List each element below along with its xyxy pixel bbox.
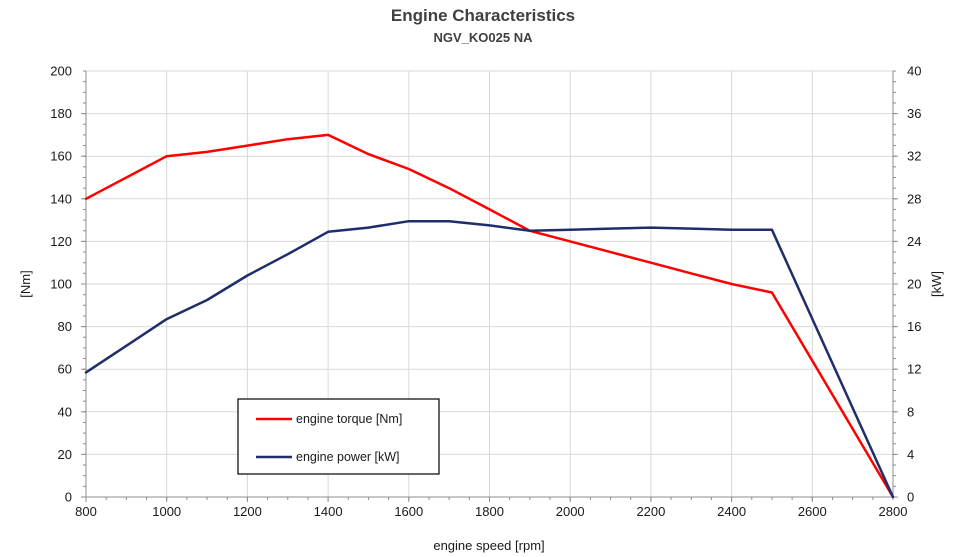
y-tick-label-left-0: 0 bbox=[65, 490, 72, 505]
y-tick-label-right-4: 4 bbox=[907, 447, 914, 462]
x-tick-label-1600: 1600 bbox=[394, 504, 423, 519]
x-tick-label-1000: 1000 bbox=[152, 504, 181, 519]
x-tick-label-2400: 2400 bbox=[717, 504, 746, 519]
series-layer bbox=[84, 133, 895, 499]
x-tick-label-2000: 2000 bbox=[556, 504, 585, 519]
x-tick-label-2200: 2200 bbox=[636, 504, 665, 519]
series-line-engine-power bbox=[84, 219, 895, 499]
legend: engine torque [Nm] engine power [kW] bbox=[237, 398, 440, 475]
series-line-engine-torque bbox=[84, 133, 895, 499]
y-tick-label-right-0: 0 bbox=[907, 490, 914, 505]
y-tick-label-right-12: 12 bbox=[907, 362, 921, 377]
y-axis-label-right: [kW] bbox=[929, 271, 944, 297]
y-tick-label-left-180: 180 bbox=[50, 106, 72, 121]
y-axis-label-left: [Nm] bbox=[18, 270, 33, 297]
y-tick-label-left-60: 60 bbox=[58, 362, 72, 377]
tick-labels: 800 1000 1200 1400 1600 1800 2000 2200 2400 2600 2… bbox=[50, 64, 921, 520]
x-tick-label-1200: 1200 bbox=[233, 504, 262, 519]
plot-frame bbox=[81, 70, 898, 502]
chart-subtitle: NGV_KO025 NA bbox=[434, 30, 534, 45]
legend-label-torque: engine torque [Nm] bbox=[296, 412, 402, 426]
y-tick-label-right-8: 8 bbox=[907, 404, 914, 419]
y-tick-label-left-80: 80 bbox=[58, 319, 72, 334]
y-tick-label-left-140: 140 bbox=[50, 191, 72, 206]
x-axis-label: engine speed [rpm] bbox=[433, 538, 544, 553]
y-tick-label-left-200: 200 bbox=[50, 64, 72, 79]
x-tick-label-2600: 2600 bbox=[798, 504, 827, 519]
legend-box bbox=[237, 398, 440, 475]
y-tick-label-left-120: 120 bbox=[50, 234, 72, 249]
x-tick-label-2800: 2800 bbox=[879, 504, 908, 519]
x-tick-label-1400: 1400 bbox=[314, 504, 343, 519]
y-tick-label-right-36: 36 bbox=[907, 106, 921, 121]
y-tick-label-left-160: 160 bbox=[50, 149, 72, 164]
chart-title: Engine Characteristics bbox=[391, 6, 575, 25]
y-tick-label-right-32: 32 bbox=[907, 149, 921, 164]
legend-label-power: engine power [kW] bbox=[296, 450, 400, 464]
y-tick-label-left-100: 100 bbox=[50, 277, 72, 292]
y-tick-label-right-20: 20 bbox=[907, 277, 921, 292]
grid bbox=[85, 70, 894, 498]
y-tick-label-right-16: 16 bbox=[907, 319, 921, 334]
y-tick-label-left-20: 20 bbox=[58, 447, 72, 462]
y-tick-label-right-40: 40 bbox=[907, 64, 921, 79]
x-tick-label-800: 800 bbox=[75, 504, 97, 519]
y-tick-label-right-28: 28 bbox=[907, 191, 921, 206]
y-tick-label-left-40: 40 bbox=[58, 404, 72, 419]
y-tick-label-right-24: 24 bbox=[907, 234, 921, 249]
x-tick-label-1800: 1800 bbox=[475, 504, 504, 519]
